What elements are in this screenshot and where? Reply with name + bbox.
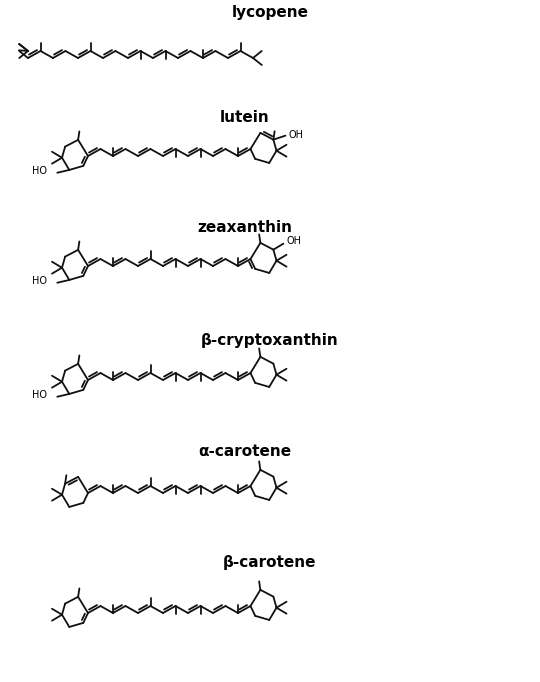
Text: lycopene: lycopene bbox=[232, 5, 308, 20]
Text: β-cryptoxanthin: β-cryptoxanthin bbox=[201, 333, 339, 348]
Text: HO: HO bbox=[32, 390, 48, 400]
Text: zeaxanthin: zeaxanthin bbox=[198, 220, 293, 235]
Text: HO: HO bbox=[32, 276, 48, 286]
Text: α-carotene: α-carotene bbox=[198, 445, 292, 460]
Text: OH: OH bbox=[288, 130, 303, 140]
Text: OH: OH bbox=[286, 236, 301, 246]
Text: lutein: lutein bbox=[220, 110, 270, 125]
Text: β-carotene: β-carotene bbox=[223, 556, 317, 571]
Text: HO: HO bbox=[32, 166, 48, 177]
